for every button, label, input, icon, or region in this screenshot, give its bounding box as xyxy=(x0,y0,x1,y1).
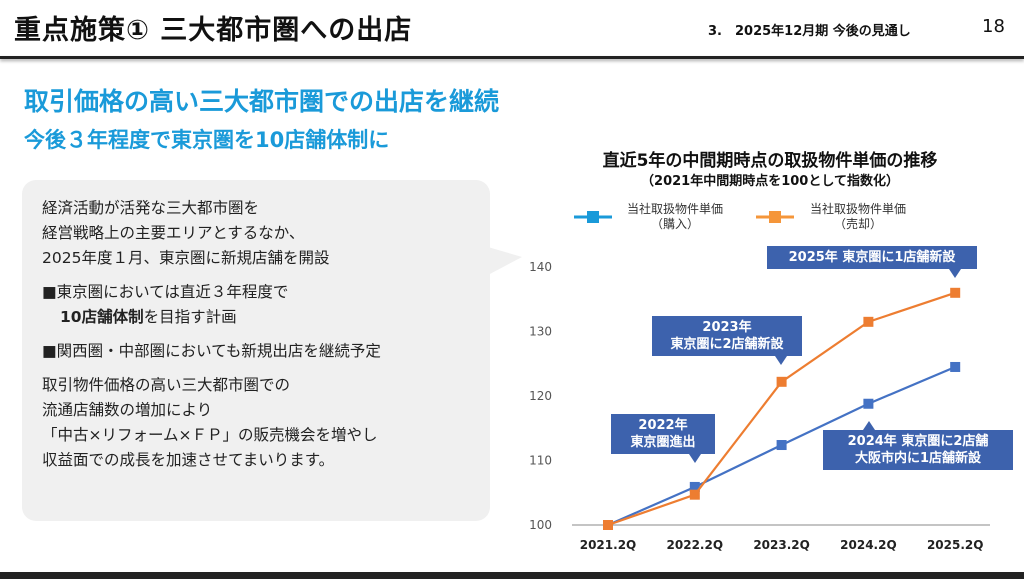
data-point xyxy=(776,376,787,387)
header-divider xyxy=(0,56,1024,59)
text-line: 経済活動が活発な三大都市圏を xyxy=(42,199,260,217)
speech-bubble: 経済活動が活発な三大都市圏を 経営戦略上の主要エリアとするなか、 2025年度１… xyxy=(22,180,490,521)
legend-text: （購入） xyxy=(650,217,699,231)
x-tick-label: 2024.2Q xyxy=(840,538,897,552)
x-tick-label: 2023.2Q xyxy=(753,538,810,552)
legend-label-purchase: 当社取扱物件単価 （購入） xyxy=(610,202,740,232)
emphasis-text: 10店舗体制 xyxy=(60,308,144,326)
annotation-2022: 2022年 東京圏進出 xyxy=(611,414,715,463)
y-tick-label: 100 xyxy=(529,518,552,532)
y-tick-label: 130 xyxy=(529,325,552,339)
legend-marker xyxy=(587,211,599,223)
chart-title: 直近5年の中間期時点の取扱物件単価の推移 xyxy=(602,151,938,171)
page-number: 18 xyxy=(982,16,1005,37)
x-tick-label: 2025.2Q xyxy=(927,538,984,552)
y-tick-label: 120 xyxy=(529,389,552,403)
closing-paragraph: 取引物件価格の高い三大都市圏での 流通店舗数の増加により 「中古×リフォーム×Ｆ… xyxy=(42,373,490,473)
y-tick-label: 110 xyxy=(529,454,552,468)
annotation-text: 2024年 東京圏に2店舗 xyxy=(847,434,989,449)
annotation-2025: 2025年 東京圏に1店舗新設 xyxy=(767,246,977,278)
annotation-text: 大阪市内に1店舗新設 xyxy=(854,451,982,466)
text-line: 取引物件価格の高い三大都市圏での xyxy=(42,376,291,394)
annotation-text: 東京圏進出 xyxy=(630,435,696,450)
data-point xyxy=(603,520,613,530)
data-point xyxy=(689,481,700,492)
annotation-text: 2025年 東京圏に1店舗新設 xyxy=(788,250,956,265)
legend-text: 当社取扱物件単価 xyxy=(809,202,906,216)
data-point xyxy=(950,287,961,298)
bullet-kansai-chubu: ■関西圏・中部圏においても新規出店を継続予定 xyxy=(42,342,381,360)
page-title: 重点施策① 三大都市圏への出店 xyxy=(14,15,413,46)
data-point xyxy=(863,398,874,409)
legend-text: 当社取扱物件単価 xyxy=(626,202,723,216)
data-point xyxy=(863,316,874,327)
text-line: を目指す計画 xyxy=(143,308,237,326)
legend-marker xyxy=(769,211,781,223)
chart-subtitle: （2021年中間期時点を100として指数化） xyxy=(641,174,899,189)
text-line: 経営戦略上の主要エリアとするなか、 xyxy=(42,224,305,242)
x-tick-label: 2022.2Q xyxy=(667,538,724,552)
annotation-text: 東京圏に2店舗新設 xyxy=(670,337,784,352)
annotation-text: 2023年 xyxy=(702,320,752,335)
data-point xyxy=(689,489,700,500)
x-tick-label: 2021.2Q xyxy=(580,538,637,552)
text-line: 流通店舗数の増加により xyxy=(42,401,213,419)
data-point xyxy=(776,440,787,451)
annotation-text: 2022年 xyxy=(638,418,688,433)
annotation-2024: 2024年 東京圏に2店舗 大阪市内に1店舗新設 xyxy=(823,421,1013,470)
headline: 取引価格の高い三大都市圏での出店を継続 xyxy=(24,87,500,116)
text-line: 「中古×リフォーム×ＦＰ」の販売機会を増やし xyxy=(42,426,378,444)
text-line: 2025年度１月、東京圏に新規店舗を開設 xyxy=(42,249,330,267)
speech-bubble-tail xyxy=(488,247,522,275)
bullet-tokyo: ■東京圏においては直近３年程度で 10店舗体制を目指す計画 xyxy=(42,280,490,330)
legend-label-sale: 当社取扱物件単価 （売却） xyxy=(793,202,923,232)
annotation-2023: 2023年 東京圏に2店舗新設 xyxy=(652,316,802,365)
y-tick-label: 140 xyxy=(529,260,552,274)
text-line: ■東京圏においては直近３年程度で xyxy=(42,283,289,301)
data-point xyxy=(950,361,961,372)
subheadline: 今後３年程度で東京圏を10店舗体制に xyxy=(24,128,390,152)
section-label: 3. 2025年12月期 今後の見通し xyxy=(708,24,911,39)
intro-paragraph: 経済活動が活発な三大都市圏を 経営戦略上の主要エリアとするなか、 2025年度１… xyxy=(42,196,490,271)
text-line: 収益面での成長を加速させてまいります。 xyxy=(42,451,335,469)
footer-bar xyxy=(0,572,1024,579)
legend-text: （売却） xyxy=(833,217,882,231)
